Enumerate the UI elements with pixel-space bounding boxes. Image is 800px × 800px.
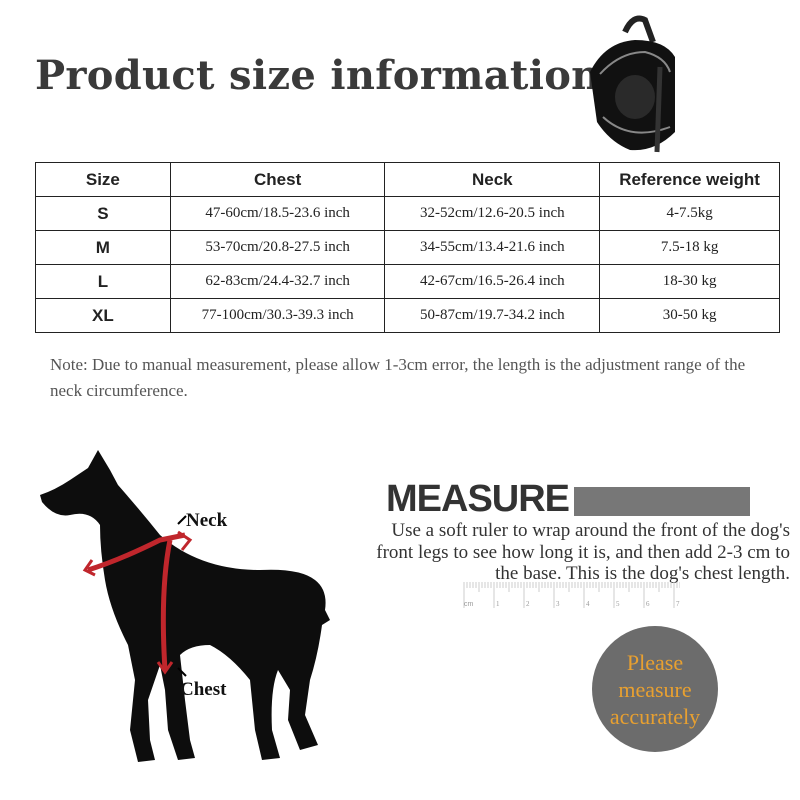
header-size: Size xyxy=(35,162,171,197)
measure-heading: MEASURE xyxy=(386,478,570,520)
ruler-label: 7 xyxy=(676,600,680,608)
header-neck: Neck xyxy=(384,162,601,197)
page-title: Product size information xyxy=(35,52,601,99)
measure-bar xyxy=(574,487,750,516)
measure-instructions: Use a soft ruler to wrap around the fron… xyxy=(376,520,790,584)
ruler-label: 6 xyxy=(646,600,650,608)
measurement-note: Note: Due to manual measurement, please … xyxy=(50,355,746,400)
measure-accurately-badge: Please measure accurately xyxy=(592,626,718,752)
cell-neck: 50-87cm/19.7-34.2 inch xyxy=(384,298,601,333)
ruler-label: 5 xyxy=(616,600,620,608)
cell-size: S xyxy=(35,196,171,231)
badge-line: Please xyxy=(626,649,684,675)
chest-label: Chest xyxy=(180,679,227,700)
cell-chest: 62-83cm/24.4-32.7 inch xyxy=(169,264,386,299)
size-table: Size Chest Neck Reference weight S 47-60… xyxy=(35,162,780,333)
cell-size: L xyxy=(35,264,171,299)
badge-line: accurately xyxy=(609,703,701,729)
cell-weight: 30-50 kg xyxy=(599,298,780,333)
cell-weight: 18-30 kg xyxy=(599,264,780,299)
cell-size: M xyxy=(35,230,171,265)
cell-chest: 47-60cm/18.5-23.6 inch xyxy=(169,196,386,231)
cell-chest: 77-100cm/30.3-39.3 inch xyxy=(169,298,386,333)
cell-neck: 32-52cm/12.6-20.5 inch xyxy=(384,196,601,231)
header-weight: Reference weight xyxy=(599,162,780,197)
table-row: XL 77-100cm/30.3-39.3 inch 50-87cm/19.7-… xyxy=(35,298,780,333)
cell-weight: 7.5-18 kg xyxy=(599,230,780,265)
badge-line: measure xyxy=(618,676,692,702)
table-row: M 53-70cm/20.8-27.5 inch 34-55cm/13.4-21… xyxy=(35,230,780,265)
dog-diagram xyxy=(40,450,330,762)
cell-size: XL xyxy=(35,298,171,333)
table-header-row: Size Chest Neck Reference weight xyxy=(35,162,780,197)
ruler-label: 3 xyxy=(556,600,560,608)
header-chest: Chest xyxy=(169,162,386,197)
dog-silhouette xyxy=(40,450,330,762)
cell-neck: 34-55cm/13.4-21.6 inch xyxy=(384,230,601,265)
cell-chest: 53-70cm/20.8-27.5 inch xyxy=(169,230,386,265)
cell-neck: 42-67cm/16.5-26.4 inch xyxy=(384,264,601,299)
cell-weight: 4-7.5kg xyxy=(599,196,780,231)
ruler-label: 4 xyxy=(586,600,590,608)
table-row: S 47-60cm/18.5-23.6 inch 32-52cm/12.6-20… xyxy=(35,196,780,231)
ruler-image: cm 1 2 3 4 5 6 7 xyxy=(463,582,680,608)
ruler-label: 1 xyxy=(496,600,500,608)
harness-image xyxy=(590,15,675,153)
ruler-unit: cm xyxy=(464,601,474,608)
table-row: L 62-83cm/24.4-32.7 inch 42-67cm/16.5-26… xyxy=(35,264,780,299)
neck-label: Neck xyxy=(186,510,228,531)
ruler-label: 2 xyxy=(526,600,530,608)
